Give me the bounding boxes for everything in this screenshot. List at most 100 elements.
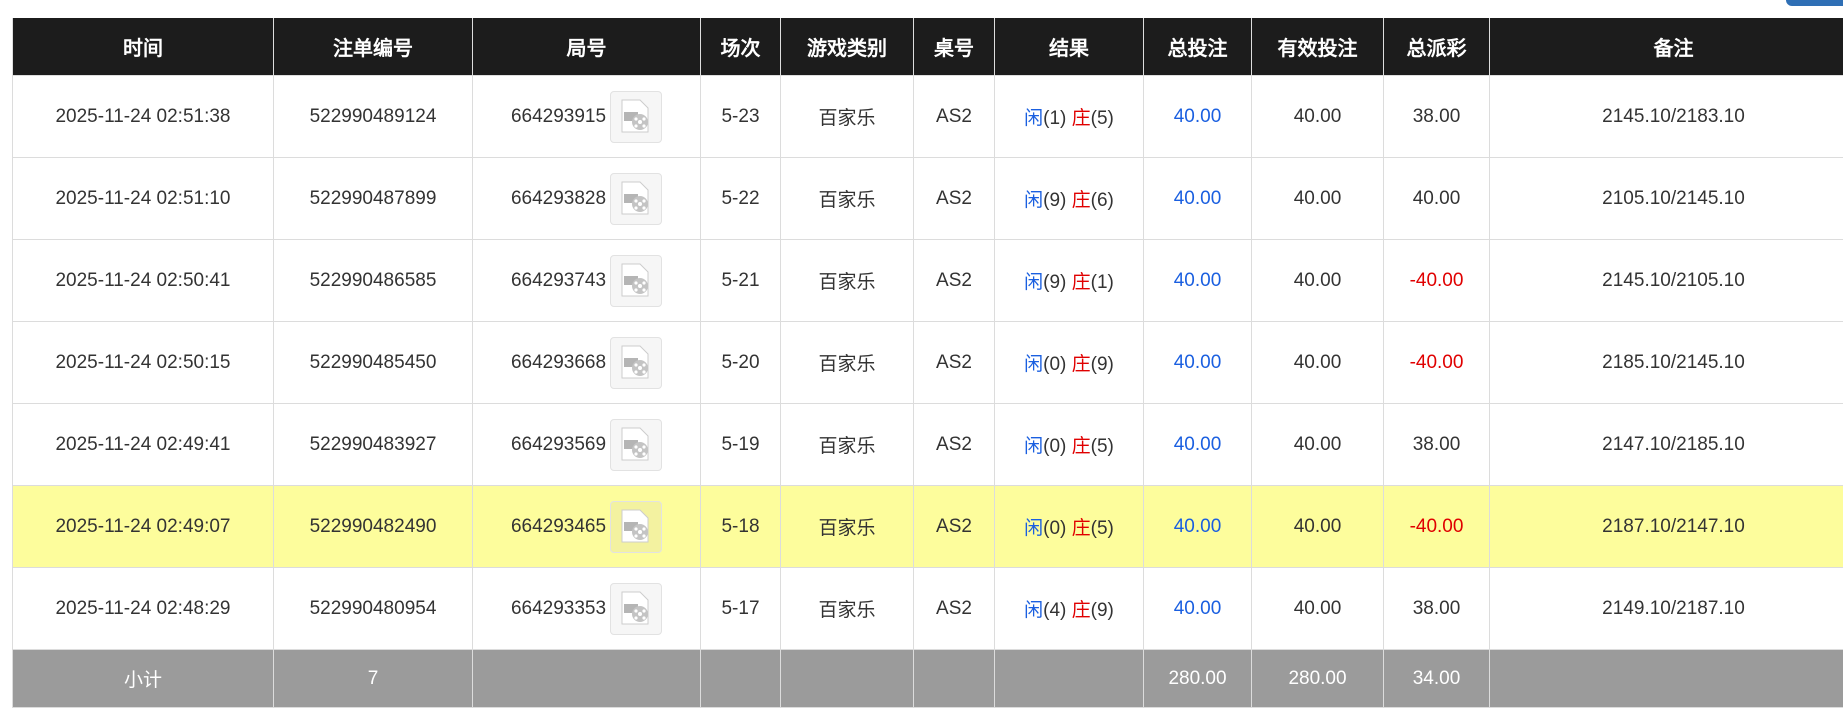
cell-valid-bet: 40.00 [1252,486,1384,568]
cell-note: 2185.10/2145.10 [1490,322,1843,404]
cell-round: 664293743 [473,240,701,322]
subtotal-valid: 280.00 [1252,650,1384,708]
video-replay-icon[interactable] [610,583,662,635]
cell-round: 664293915 [473,76,701,158]
cell-total-payout: -40.00 [1384,486,1490,568]
subtotal-count: 7 [274,650,473,708]
banker-score: (9) [1091,354,1114,375]
banker-label: 庄 [1072,600,1091,621]
player-label: 闲 [1024,436,1043,457]
player-score: (9) [1043,190,1066,211]
column-header-shoe: 场次 [701,18,781,76]
cell-result: 闲(0) 庄(9) [995,322,1144,404]
round-number: 664293465 [511,516,606,537]
empty-cell [914,650,995,708]
video-replay-icon[interactable] [610,337,662,389]
column-header-total-payout: 总派彩 [1384,18,1490,76]
empty-cell [473,650,701,708]
player-score: (9) [1043,272,1066,293]
cell-total-bet: 40.00 [1144,486,1252,568]
player-label: 闲 [1024,354,1043,375]
cell-time: 2025-11-24 02:49:07 [13,486,274,568]
cell-game-type: 百家乐 [781,486,914,568]
player-score: (1) [1043,108,1066,129]
player-label: 闲 [1024,190,1043,211]
cell-result: 闲(0) 庄(5) [995,404,1144,486]
table-row: 2025-11-24 02:49:41 522990483927 6642935… [13,404,1843,486]
cell-round: 664293828 [473,158,701,240]
round-number: 664293569 [511,434,606,455]
column-header-result: 结果 [995,18,1144,76]
player-label: 闲 [1024,108,1043,129]
banker-label: 庄 [1072,436,1091,457]
cell-valid-bet: 40.00 [1252,240,1384,322]
top-right-button[interactable] [1786,0,1843,6]
player-score: (0) [1043,354,1066,375]
banker-label: 庄 [1072,108,1091,129]
cell-round: 664293353 [473,568,701,650]
cell-total-bet: 40.00 [1144,76,1252,158]
cell-total-bet: 40.00 [1144,158,1252,240]
cell-note: 2187.10/2147.10 [1490,486,1843,568]
cell-result: 闲(1) 庄(5) [995,76,1144,158]
cell-bet-id: 522990486585 [274,240,473,322]
subtotal-row: 小计 7 280.00 280.00 34.00 [13,650,1843,708]
cell-result: 闲(9) 庄(6) [995,158,1144,240]
cell-game-type: 百家乐 [781,240,914,322]
round-number: 664293743 [511,270,606,291]
cell-table-no: AS2 [914,486,995,568]
banker-score: (5) [1091,108,1114,129]
cell-table-no: AS2 [914,568,995,650]
cell-note: 2145.10/2183.10 [1490,76,1843,158]
column-header-table-no: 桌号 [914,18,995,76]
video-replay-icon[interactable] [610,419,662,471]
cell-note: 2149.10/2187.10 [1490,568,1843,650]
subtotal-payout: 34.00 [1384,650,1490,708]
cell-result: 闲(9) 庄(1) [995,240,1144,322]
cell-table-no: AS2 [914,404,995,486]
video-replay-icon[interactable] [610,173,662,225]
cell-total-payout: -40.00 [1384,240,1490,322]
banker-label: 庄 [1072,272,1091,293]
cell-table-no: AS2 [914,322,995,404]
cell-total-payout: 38.00 [1384,568,1490,650]
empty-cell [1490,650,1843,708]
video-replay-icon[interactable] [610,255,662,307]
cell-note: 2147.10/2185.10 [1490,404,1843,486]
player-score: (0) [1043,518,1066,539]
column-header-note: 备注 [1490,18,1843,76]
player-label: 闲 [1024,272,1043,293]
cell-shoe: 5-19 [701,404,781,486]
banker-score: (6) [1091,190,1114,211]
banker-score: (9) [1091,600,1114,621]
column-header-round: 局号 [473,18,701,76]
cell-game-type: 百家乐 [781,158,914,240]
cell-total-payout: 38.00 [1384,76,1490,158]
cell-game-type: 百家乐 [781,404,914,486]
table-row: 2025-11-24 02:50:41 522990486585 6642937… [13,240,1843,322]
banker-label: 庄 [1072,354,1091,375]
table-header: 时间注单编号局号场次游戏类别桌号结果总投注有效投注总派彩备注 [13,18,1843,76]
cell-round: 664293668 [473,322,701,404]
column-header-valid-bet: 有效投注 [1252,18,1384,76]
cell-total-payout: -40.00 [1384,322,1490,404]
banker-label: 庄 [1072,518,1091,539]
cell-bet-id: 522990482490 [274,486,473,568]
round-number: 664293668 [511,352,606,373]
cell-shoe: 5-23 [701,76,781,158]
table-row: 2025-11-24 02:51:10 522990487899 6642938… [13,158,1843,240]
cell-note: 2105.10/2145.10 [1490,158,1843,240]
video-replay-icon[interactable] [610,501,662,553]
column-header-game-type: 游戏类别 [781,18,914,76]
cell-round: 664293465 [473,486,701,568]
cell-total-bet: 40.00 [1144,240,1252,322]
cell-game-type: 百家乐 [781,76,914,158]
round-number: 664293353 [511,598,606,619]
cell-shoe: 5-22 [701,158,781,240]
cell-round: 664293569 [473,404,701,486]
table-row: 2025-11-24 02:49:07 522990482490 6642934… [13,486,1843,568]
empty-cell [995,650,1144,708]
video-replay-icon[interactable] [610,91,662,143]
cell-game-type: 百家乐 [781,568,914,650]
cell-valid-bet: 40.00 [1252,158,1384,240]
